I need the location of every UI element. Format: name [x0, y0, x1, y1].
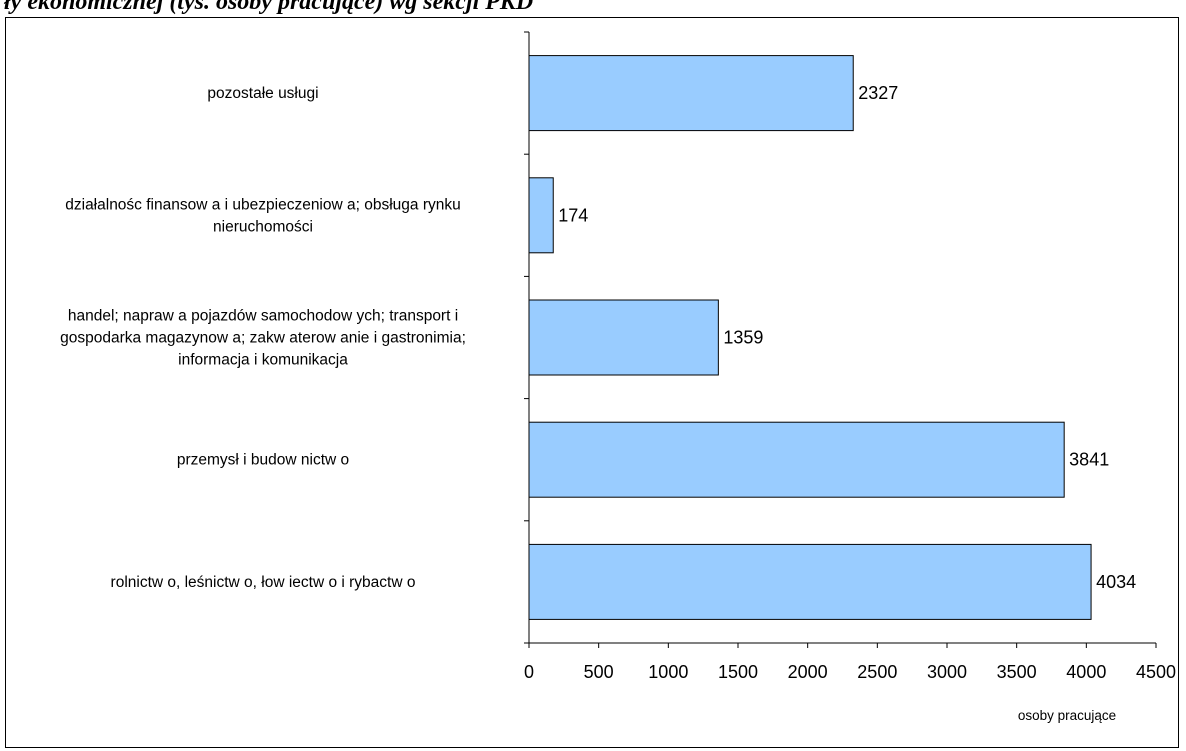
data-label: 4034	[1096, 572, 1136, 592]
bar	[528, 55, 854, 132]
bar	[528, 421, 1065, 498]
data-label: 174	[558, 205, 588, 225]
x-tick-label: 4500	[1136, 662, 1176, 682]
x-tick-label: 4000	[1066, 662, 1106, 682]
chart-frame: 2327 pozostałe usługi 174 działalnośc finan…	[5, 17, 1179, 748]
category-label: gospodarka magazynow a; zakw aterow anie…	[60, 330, 466, 347]
category-label: przemysł i budow nictw o	[177, 452, 349, 469]
data-label: 2327	[858, 83, 898, 103]
x-tick-label: 1000	[648, 662, 688, 682]
bar	[528, 299, 719, 376]
bar-chart: 2327 pozostałe usługi 174 działalnośc finan…	[60, 31, 1176, 723]
category-label: rolnictw o, leśnictw o, łow iectw o i ry…	[111, 574, 416, 591]
x-tick-label: 3500	[997, 662, 1037, 682]
x-tick-label: 2000	[788, 662, 828, 682]
bar	[528, 543, 1092, 620]
category-label: nieruchomości	[213, 218, 313, 235]
chart-title-fragment: ły ekonomicznej (tys. osoby pracujące) w…	[4, 0, 534, 15]
x-tick-label: 1500	[718, 662, 758, 682]
x-tick-label: 2500	[857, 662, 897, 682]
category-label: pozostałe usługi	[207, 85, 318, 102]
category-label: działalnośc finansow a i ubezpieczeniow …	[65, 196, 461, 213]
data-label: 1359	[723, 328, 763, 348]
x-tick-label: 500	[584, 662, 614, 682]
x-tick-label: 3000	[927, 662, 967, 682]
category-label: informacja i komunikacja	[178, 352, 348, 369]
x-axis-title: osoby pracujące	[1018, 708, 1116, 723]
data-label: 3841	[1069, 450, 1109, 470]
x-tick-label: 0	[524, 662, 534, 682]
category-label: handel; napraw a pojazdów samochodow ych…	[68, 308, 458, 325]
bar	[528, 177, 554, 254]
